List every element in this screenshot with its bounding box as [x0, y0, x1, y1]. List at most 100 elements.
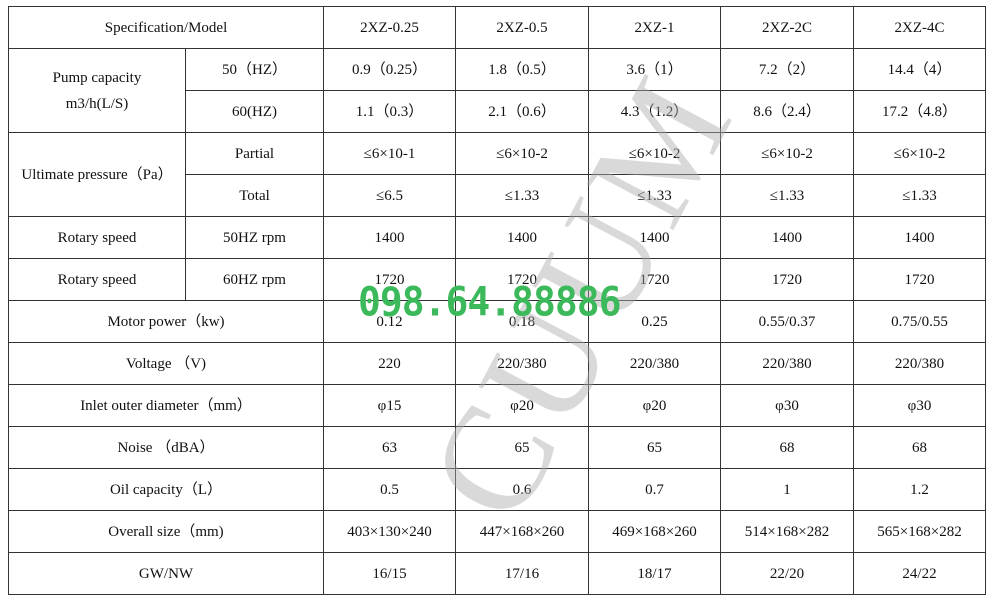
- row-label: GW/NW: [8, 552, 324, 595]
- cell: 0.9（0.25）: [323, 48, 456, 91]
- cell: 0.75/0.55: [853, 300, 986, 343]
- cell: 2.1（0.6）: [455, 90, 589, 133]
- cell: 447×168×260: [455, 510, 589, 553]
- row-label: Inlet outer diameter（mm）: [8, 384, 324, 427]
- cell: 22/20: [720, 552, 854, 595]
- table-row: GW/NW 16/15 17/16 18/17 22/20 24/22: [8, 552, 986, 595]
- cell: 403×130×240: [323, 510, 456, 553]
- cell: 68: [720, 426, 854, 469]
- model-header: 2XZ-1: [588, 6, 721, 49]
- cell: 565×168×282: [853, 510, 986, 553]
- row-label: Voltage （V): [8, 342, 324, 385]
- cell: ≤6×10-1: [323, 132, 456, 175]
- cell: 514×168×282: [720, 510, 854, 553]
- table-row: Inlet outer diameter（mm） φ15 φ20 φ20 φ30 φ30: [8, 384, 986, 427]
- cell: ≤1.33: [853, 174, 986, 217]
- table-row: Overall size（mm) 403×130×240 447×168×260 46…: [8, 510, 986, 553]
- cell: 0.6: [455, 468, 589, 511]
- cell: 68: [853, 426, 986, 469]
- cell: ≤1.33: [455, 174, 589, 217]
- cell: 65: [588, 426, 721, 469]
- table-row: Noise （dBA） 63 65 65 68 68: [8, 426, 986, 469]
- pump-capacity-label: Pump capacity m3/h(L/S): [8, 48, 186, 133]
- sub-label: 50HZ rpm: [185, 216, 324, 259]
- table-row: 60(HZ) 1.1（0.3） 2.1（0.6） 4.3（1.2） 8.6（2.…: [9, 90, 986, 133]
- row-label: Noise （dBA）: [8, 426, 324, 469]
- table-row: Ultimate pressure（Pa） Partial ≤6×10-1 ≤6…: [8, 132, 986, 217]
- cell: 220/380: [455, 342, 589, 385]
- cell: 63: [323, 426, 456, 469]
- model-header: 2XZ-4C: [853, 6, 986, 49]
- cell: 1720: [853, 258, 986, 301]
- row-label: Oil capacity（L）: [8, 468, 324, 511]
- cell: 1400: [588, 216, 721, 259]
- cell: 4.3（1.2）: [588, 90, 721, 133]
- cell: 24/22: [853, 552, 986, 595]
- cell: 220/380: [853, 342, 986, 385]
- cell: ≤6×10-2: [455, 132, 589, 175]
- cell: 1720: [588, 258, 721, 301]
- cell: ≤6.5: [323, 174, 456, 217]
- cell: 1.8（0.5）: [455, 48, 589, 91]
- cell: 1400: [455, 216, 589, 259]
- cell: φ20: [455, 384, 589, 427]
- cell: ≤1.33: [588, 174, 721, 217]
- row-label: Overall size（mm): [8, 510, 324, 553]
- sub-label: 50（HZ）: [185, 48, 324, 91]
- cell: 3.6（1）: [588, 48, 721, 91]
- cell: 220/380: [588, 342, 721, 385]
- cell: 1720: [455, 258, 589, 301]
- row-label: Rotary speed: [8, 216, 186, 259]
- table-row: Pump capacity m3/h(L/S) 50（HZ） 0.9（0.25） …: [8, 48, 986, 133]
- cell: 1: [720, 468, 854, 511]
- ultimate-pressure-label: Ultimate pressure（Pa）: [8, 132, 186, 217]
- cell: 1400: [720, 216, 854, 259]
- table-row: Oil capacity（L） 0.5 0.6 0.7 1 1.2: [8, 468, 986, 511]
- row-label: Rotary speed: [8, 258, 186, 301]
- cell: 0.7: [588, 468, 721, 511]
- pump-capacity-unit: m3/h(L/S): [65, 95, 129, 112]
- cell: 7.2（2）: [720, 48, 854, 91]
- spec-table: Specification/Model 2XZ-0.25 2XZ-0.5 2XZ…: [8, 6, 986, 595]
- table-row: Rotary speed 50HZ rpm 1400 1400 1400 140…: [8, 216, 986, 259]
- model-header: 2XZ-0.5: [455, 6, 589, 49]
- sub-label: 60HZ rpm: [185, 258, 324, 301]
- cell: 1400: [323, 216, 456, 259]
- pump-capacity-text: Pump capacity: [52, 69, 142, 86]
- sub-label: 60(HZ): [185, 90, 324, 133]
- cell: φ30: [853, 384, 986, 427]
- cell: φ20: [588, 384, 721, 427]
- cell: 65: [455, 426, 589, 469]
- cell: ≤6×10-2: [853, 132, 986, 175]
- model-header: 2XZ-0.25: [323, 6, 456, 49]
- cell: 1.1（0.3）: [323, 90, 456, 133]
- row-label: Motor power（kw): [8, 300, 324, 343]
- cell: 14.4（4）: [853, 48, 986, 91]
- cell: 1720: [720, 258, 854, 301]
- header-row: Specification/Model 2XZ-0.25 2XZ-0.5 2XZ…: [8, 6, 986, 49]
- cell: 16/15: [323, 552, 456, 595]
- table-row: Voltage （V) 220 220/380 220/380 220/380 220/3…: [8, 342, 986, 385]
- cell: φ30: [720, 384, 854, 427]
- cell: 1400: [853, 216, 986, 259]
- cell: 0.25: [588, 300, 721, 343]
- cell: φ15: [323, 384, 456, 427]
- cell: 18/17: [588, 552, 721, 595]
- cell: 1720: [323, 258, 456, 301]
- cell: 0.55/0.37: [720, 300, 854, 343]
- cell: 17.2（4.8）: [853, 90, 986, 133]
- table-row: Rotary speed 60HZ rpm 1720 1720 1720 172…: [8, 258, 986, 301]
- cell: 220: [323, 342, 456, 385]
- cell: 17/16: [455, 552, 589, 595]
- cell: ≤6×10-2: [588, 132, 721, 175]
- model-header: 2XZ-2C: [720, 6, 854, 49]
- cell: 0.5: [323, 468, 456, 511]
- cell: 0.18: [455, 300, 589, 343]
- spec-model-header: Specification/Model: [8, 6, 324, 49]
- cell: 1.2: [853, 468, 986, 511]
- table-row: Total ≤6.5 ≤1.33 ≤1.33 ≤1.33 ≤1.33: [9, 174, 986, 217]
- cell: 469×168×260: [588, 510, 721, 553]
- cell: 0.12: [323, 300, 456, 343]
- cell: ≤1.33: [720, 174, 854, 217]
- cell: 220/380: [720, 342, 854, 385]
